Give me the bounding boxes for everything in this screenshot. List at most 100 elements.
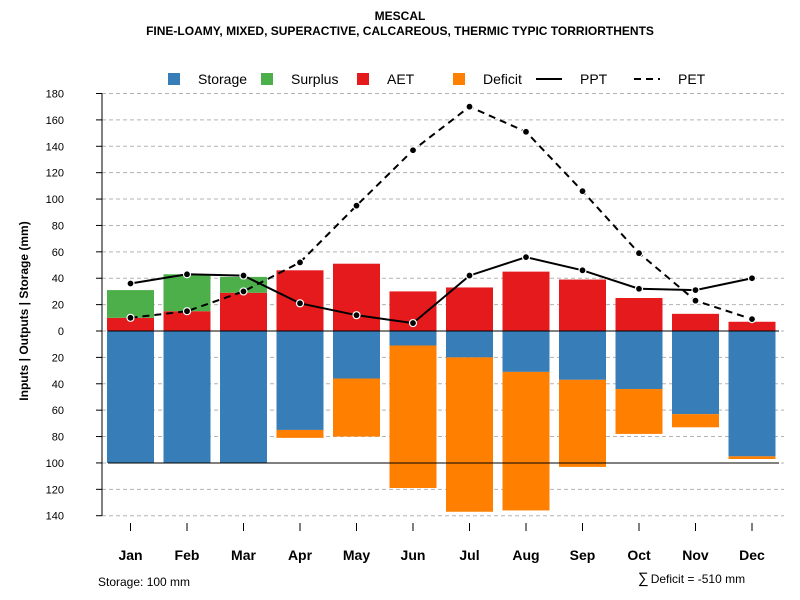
y-axis-label: Inputs | Outputs | Storage (mm) [17, 221, 31, 400]
x-tick-label: Nov [682, 547, 709, 563]
x-tick-label: Sep [570, 547, 596, 563]
x-tick-label: Oct [627, 547, 651, 563]
pet-line [130, 105, 753, 321]
y-tick-label: 20 [52, 352, 64, 364]
deficit-bar [559, 379, 606, 467]
ppt-point [634, 284, 644, 293]
y-tick-label: 20 [52, 300, 64, 312]
pet-point [747, 315, 757, 324]
aet-bar [446, 287, 493, 331]
y-tick-label: 80 [52, 220, 64, 232]
y-tick-label: 120 [46, 484, 64, 496]
deficit-bar [446, 357, 493, 512]
pet-point [578, 187, 587, 196]
y-tick-label: 100 [46, 194, 64, 206]
aet-bar [728, 321, 776, 331]
deficit-bar [333, 378, 380, 437]
pet-point [634, 249, 644, 258]
aet-bar [502, 271, 550, 331]
pet-point [521, 127, 531, 136]
sigma-symbol: ∑ [638, 570, 649, 587]
legend-swatch [453, 73, 465, 85]
aet-bar [672, 313, 719, 331]
storage-bar [220, 331, 267, 463]
reference-lines [108, 330, 779, 464]
aet-bar [107, 317, 154, 331]
storage-bar [672, 331, 719, 415]
ppt-point [465, 271, 474, 280]
pet-point [182, 307, 192, 316]
deficit-bar [276, 429, 324, 438]
pet-point [239, 287, 248, 296]
x-tick-label: May [343, 547, 370, 563]
storage-bar [502, 331, 550, 372]
pet-point [295, 258, 305, 267]
storage-bar [276, 331, 324, 430]
x-tick-label: Mar [231, 547, 256, 563]
y-tick-label: 140 [46, 141, 64, 153]
x-tick-label: Aug [512, 547, 539, 563]
storage-bar [163, 331, 211, 463]
aet-bar [220, 292, 267, 331]
storage-bar [446, 331, 493, 358]
pet-point [408, 146, 418, 155]
chart-title: MESCAL [374, 9, 426, 23]
y-tick-label: 0 [58, 326, 64, 338]
y-tick-label: 40 [52, 379, 64, 391]
storage-bar [559, 331, 606, 380]
y-tick-label: 80 [52, 432, 64, 444]
ppt-point [408, 318, 418, 328]
deficit-bar [672, 414, 719, 428]
x-tick-label: Dec [739, 547, 765, 563]
y-tick-label: 60 [52, 247, 64, 259]
surplus-bar [107, 290, 154, 318]
legend-label: Storage [198, 71, 247, 87]
aet-bar [615, 298, 663, 331]
x-tick-label: Apr [288, 547, 313, 563]
y-tick-label: 120 [46, 168, 64, 180]
ppt-point [239, 271, 248, 280]
chart-subtitle: FINE-LOAMY, MIXED, SUPERACTIVE, CALCAREO… [146, 24, 654, 38]
legend-label: Surplus [291, 71, 338, 87]
legend-swatch [357, 73, 369, 85]
ppt-point [126, 279, 135, 288]
y-tick-label: 180 [46, 89, 64, 101]
pet-point [126, 313, 135, 322]
storage-bar [333, 331, 380, 379]
storage-bar [389, 331, 437, 346]
deficit-bar [728, 456, 776, 459]
deficit-bar [389, 345, 437, 489]
deficit-bar [615, 389, 663, 434]
aet-bar [163, 311, 211, 331]
y-tick-label: 60 [52, 405, 64, 417]
y-tick-label: 140 [46, 511, 64, 523]
ppt-point [521, 253, 531, 262]
line-layer [126, 102, 757, 328]
aet-bar [559, 279, 606, 331]
legend: Storage Surplus AET Deficit PPT PET [168, 71, 706, 87]
ppt-point [578, 266, 587, 275]
legend-label: Deficit [483, 71, 522, 87]
ppt-point [182, 270, 192, 279]
pet-point [465, 102, 474, 111]
legend-swatch [261, 73, 273, 85]
aet-bar [333, 263, 380, 331]
storage-bar [615, 331, 663, 390]
storage-bar [107, 331, 154, 463]
legend-label: AET [387, 71, 415, 87]
y-tick-label: 100 [46, 458, 64, 470]
deficit-total-text: Deficit = -510 mm [650, 572, 746, 586]
legend-label: PPT [580, 71, 608, 87]
bar-layer [107, 263, 776, 512]
deficit-bar [502, 371, 550, 511]
pet-point [691, 296, 700, 305]
x-tick-label: Jan [118, 547, 142, 563]
ppt-point [691, 285, 700, 295]
y-tick-label: 160 [46, 115, 64, 127]
storage-capacity-note: Storage: 100 mm [98, 575, 191, 589]
total-deficit-note: ∑ Deficit = -510 mm [638, 570, 745, 587]
axis-layer: 180 160 140 120 100 80 60 40 20 0 20 40 60 80 100 120 14… [46, 89, 765, 563]
storage-bar [728, 331, 776, 457]
ppt-point [747, 274, 757, 283]
